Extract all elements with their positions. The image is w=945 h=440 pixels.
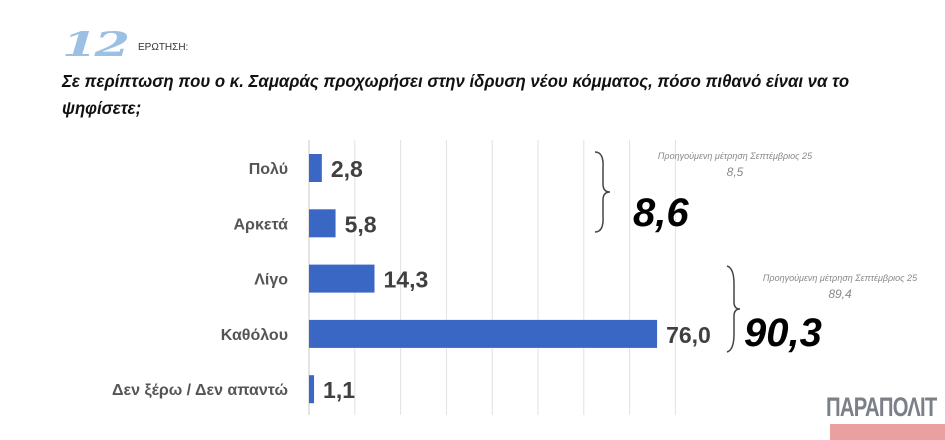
data-label: 1,1 <box>323 377 355 403</box>
previous-label: Προηγούμενη μέτρηση Σεπτέμβριος 25 <box>657 151 813 161</box>
publisher-logo: ΠΑΡΑΠΟΛΙΤ <box>826 392 937 422</box>
category-label: Καθόλου <box>221 327 288 344</box>
category-label: Αρκετά <box>234 216 289 233</box>
bar <box>309 264 375 293</box>
previous-label: Προηγούμενη μέτρηση Σεπτέμβριος 25 <box>762 273 918 283</box>
total-1: 8,6 <box>633 191 689 235</box>
data-label: 76,0 <box>666 322 711 348</box>
brace-2 <box>726 265 741 353</box>
publisher-logo-mark <box>830 424 945 440</box>
bar <box>309 319 658 348</box>
previous-value: 8,5 <box>726 165 744 179</box>
previous-measurement-1: Προηγούμενη μέτρηση Σεπτέμβριος 25 8,5 <box>630 148 840 180</box>
bar <box>309 154 322 182</box>
brace-1 <box>594 151 611 233</box>
data-label: 2,8 <box>331 156 363 182</box>
total-2: 90,3 <box>744 311 822 355</box>
question-number: 12 <box>62 25 130 65</box>
data-label: 14,3 <box>383 267 428 293</box>
bar <box>309 375 315 404</box>
previous-measurement-2: Προηγούμενη μέτρηση Σεπτέμβριος 25 89,4 <box>742 270 938 302</box>
data-label: 5,8 <box>345 211 377 237</box>
previous-value: 89,4 <box>828 287 852 301</box>
chart-title: Σε περίπτωση που ο κ. Σαμαράς προχωρήσει… <box>62 71 850 118</box>
category-label: Λίγο <box>254 272 288 289</box>
category-label: Δεν ξέρω / Δεν απαντώ <box>112 382 288 399</box>
category-label: Πολύ <box>249 161 288 178</box>
question-label: ΕΡΩΤΗΣΗ: <box>138 42 189 53</box>
bar <box>309 209 336 238</box>
